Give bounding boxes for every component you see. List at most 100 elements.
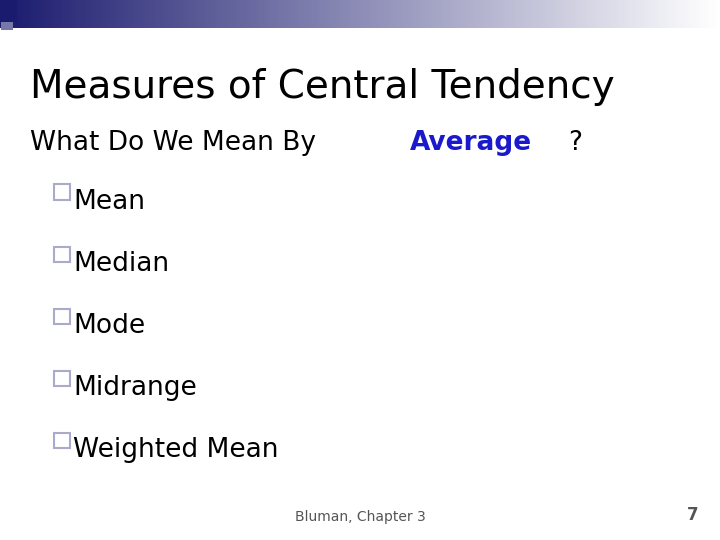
Bar — [252, 0, 255, 28]
Bar — [240, 0, 243, 28]
Bar — [94, 0, 96, 28]
Bar — [706, 0, 708, 28]
Bar — [526, 0, 528, 28]
Bar — [113, 0, 116, 28]
Bar — [362, 0, 366, 28]
Text: Mode: Mode — [73, 313, 145, 339]
Bar — [41, 0, 44, 28]
Bar — [540, 0, 543, 28]
Bar — [679, 0, 683, 28]
Bar — [603, 0, 606, 28]
Bar — [466, 0, 469, 28]
Bar — [48, 0, 51, 28]
Bar — [718, 0, 720, 28]
Bar — [715, 0, 719, 28]
Text: Average: Average — [410, 130, 532, 156]
Bar — [149, 0, 152, 28]
Bar — [60, 0, 63, 28]
Bar — [55, 0, 58, 28]
Bar — [2, 0, 6, 28]
Bar — [379, 0, 382, 28]
Bar — [269, 0, 272, 28]
Bar — [437, 0, 440, 28]
Bar — [415, 0, 418, 28]
Bar — [228, 0, 231, 28]
Bar — [189, 0, 193, 28]
Bar — [322, 0, 325, 28]
Bar — [29, 0, 32, 28]
Bar — [137, 0, 140, 28]
Bar — [418, 0, 420, 28]
Bar — [425, 0, 428, 28]
Bar — [127, 0, 130, 28]
Bar — [86, 0, 89, 28]
Bar — [374, 0, 377, 28]
Bar — [173, 0, 176, 28]
Bar — [459, 0, 462, 28]
Bar — [355, 0, 359, 28]
Bar — [130, 0, 132, 28]
Text: What Do We Mean By: What Do We Mean By — [30, 130, 325, 156]
Text: Measures of Central Tendency: Measures of Central Tendency — [30, 68, 615, 105]
Bar — [22, 0, 24, 28]
Bar — [307, 0, 310, 28]
Bar — [36, 0, 39, 28]
Bar — [204, 0, 207, 28]
Bar — [343, 0, 346, 28]
Bar — [643, 0, 647, 28]
Bar — [214, 0, 217, 28]
Bar — [693, 0, 697, 28]
Bar — [648, 0, 651, 28]
Bar — [403, 0, 406, 28]
Bar — [667, 0, 670, 28]
Bar — [341, 0, 344, 28]
Bar — [504, 0, 507, 28]
Bar — [120, 0, 123, 28]
Text: Median: Median — [73, 251, 170, 277]
Bar — [389, 0, 392, 28]
Bar — [506, 0, 510, 28]
Bar — [233, 0, 236, 28]
Bar — [34, 0, 37, 28]
Bar — [571, 0, 575, 28]
Bar — [247, 0, 251, 28]
Bar — [441, 0, 445, 28]
Bar — [225, 0, 229, 28]
Bar — [677, 0, 680, 28]
Bar — [202, 0, 204, 28]
Bar — [156, 0, 159, 28]
Bar — [691, 0, 694, 28]
Bar — [369, 0, 373, 28]
Bar — [576, 0, 579, 28]
Bar — [559, 0, 562, 28]
Bar — [14, 0, 17, 28]
Bar — [535, 0, 539, 28]
Bar — [564, 0, 567, 28]
Bar — [139, 0, 143, 28]
Bar — [367, 0, 370, 28]
Bar — [110, 0, 114, 28]
Bar — [549, 0, 553, 28]
Bar — [142, 0, 145, 28]
Bar — [91, 0, 94, 28]
Bar — [686, 0, 690, 28]
Bar — [43, 0, 46, 28]
Bar — [230, 0, 233, 28]
Bar — [70, 0, 73, 28]
Bar — [146, 0, 150, 28]
Bar — [473, 0, 476, 28]
Bar — [312, 0, 315, 28]
Bar — [305, 0, 308, 28]
Bar — [72, 0, 75, 28]
Text: Mean: Mean — [73, 189, 145, 215]
Bar — [319, 0, 323, 28]
Bar — [672, 0, 675, 28]
Bar — [175, 0, 179, 28]
Bar — [377, 0, 380, 28]
Bar — [523, 0, 526, 28]
Bar — [295, 0, 298, 28]
Bar — [468, 0, 471, 28]
Bar — [423, 0, 426, 28]
Bar — [24, 0, 27, 28]
Bar — [413, 0, 416, 28]
